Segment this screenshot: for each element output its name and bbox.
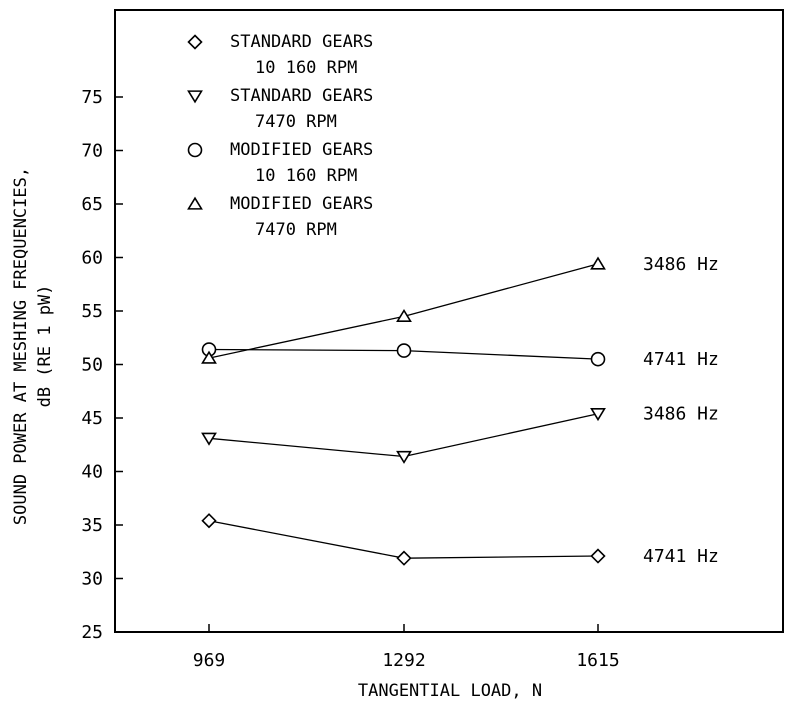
- legend-label-line-2: 10 160 RPM: [255, 166, 357, 186]
- series-4: 3486 Hz: [201, 254, 719, 364]
- y-tick-label: 35: [81, 515, 103, 536]
- series-3: 4741 Hz: [201, 342, 719, 370]
- y-tick-label: 30: [81, 569, 103, 590]
- x-tick-label: 969: [193, 650, 226, 671]
- legend-label-line-1: MODIFIED GEARS: [230, 194, 373, 214]
- data-point: [396, 308, 412, 323]
- series-layer: 4741 Hz 3486 Hz 4741 Hz 3486 Hz: [201, 254, 719, 567]
- x-tick-label: 1615: [576, 650, 619, 671]
- y-tick-label: 45: [81, 408, 103, 429]
- series-end-label: 4741 Hz: [643, 546, 719, 567]
- legend-marker: [187, 196, 203, 210]
- x-axis-title: TANGENTIAL LOAD, N: [358, 681, 542, 701]
- data-point: [396, 550, 412, 566]
- data-point: [590, 351, 606, 367]
- data-point: [396, 343, 412, 358]
- legend-entry: MODIFIED GEARS 10 160 RPM: [187, 140, 373, 186]
- y-tick-label: 50: [81, 355, 103, 376]
- y-tick-label: 25: [81, 622, 103, 643]
- legend-label-line-2: 10 160 RPM: [255, 58, 357, 78]
- plot-frame: [114, 9, 784, 633]
- data-point: [590, 548, 606, 564]
- y-tick-label: 60: [81, 248, 103, 269]
- legend: STANDARD GEARS 10 160 RPM STANDARD GEARS 74…: [187, 32, 373, 240]
- legend-label-line-2: 7470 RPM: [255, 220, 337, 240]
- series-end-label: 4741 Hz: [643, 349, 719, 370]
- y-axis: 25 30 35 40 45 50 55 60 65 70 75: [81, 87, 123, 643]
- series-1: 4741 Hz: [201, 513, 719, 567]
- x-axis: 969 1292 1615: [193, 624, 620, 671]
- data-point: [201, 432, 217, 446]
- legend-label-line-1: STANDARD GEARS: [230, 32, 373, 52]
- y-axis-title-line-1: SOUND POWER AT MESHING FREQUENCIES,: [11, 167, 31, 525]
- legend-marker: [187, 34, 203, 50]
- y-axis-title-line-2: dB (RE 1 pW): [35, 285, 55, 408]
- data-point: [590, 256, 606, 270]
- legend-marker: [187, 90, 203, 104]
- series-end-label: 3486 Hz: [643, 404, 719, 425]
- y-tick-label: 65: [81, 194, 103, 215]
- series-2: 3486 Hz: [201, 404, 719, 464]
- legend-marker: [187, 142, 203, 158]
- y-tick-label: 55: [81, 301, 103, 322]
- legend-entry: MODIFIED GEARS 7470 RPM: [187, 194, 373, 240]
- series-end-label: 3486 Hz: [643, 254, 719, 275]
- data-point: [590, 408, 606, 422]
- legend-label-line-1: MODIFIED GEARS: [230, 140, 373, 160]
- legend-entry: STANDARD GEARS 10 160 RPM: [187, 32, 373, 78]
- series-line: [208, 413, 599, 458]
- x-tick-label: 1292: [382, 650, 425, 671]
- y-tick-label: 75: [81, 87, 103, 108]
- legend-label-line-2: 7470 RPM: [255, 112, 337, 132]
- data-point: [396, 450, 412, 464]
- data-point: [201, 350, 217, 364]
- y-tick-label: 40: [81, 462, 103, 483]
- legend-label-line-1: STANDARD GEARS: [230, 86, 373, 106]
- legend-entry: STANDARD GEARS 7470 RPM: [187, 86, 373, 132]
- y-tick-label: 70: [81, 141, 103, 162]
- data-point: [201, 513, 217, 529]
